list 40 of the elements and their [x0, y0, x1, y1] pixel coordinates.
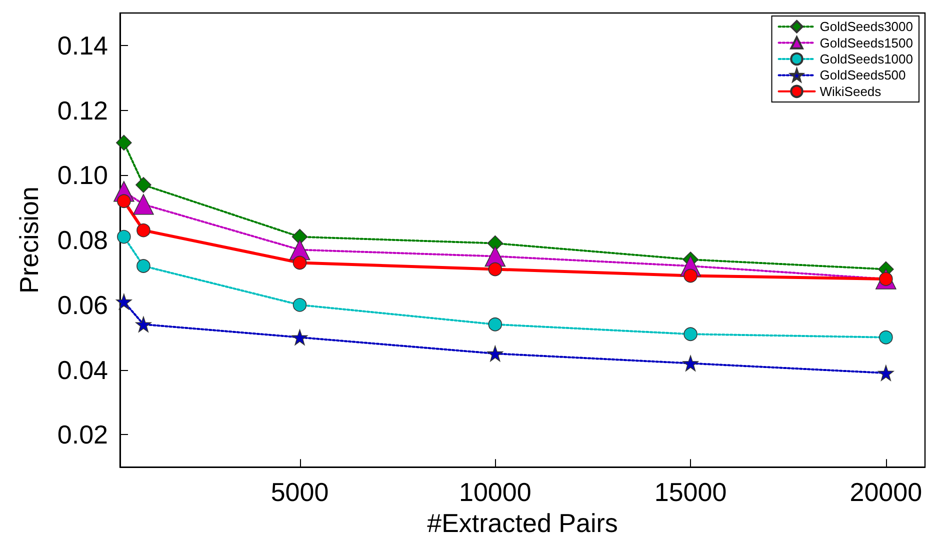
x-axis-title: #Extracted Pairs: [427, 508, 618, 538]
x-tick-label: 15000: [654, 477, 727, 508]
legend-label: GoldSeeds3000: [820, 19, 914, 34]
point: [136, 177, 152, 193]
point: [136, 316, 152, 332]
point: [488, 317, 502, 332]
y-tick-label: 0.14: [57, 30, 108, 60]
point: [487, 346, 504, 362]
point: [684, 327, 698, 342]
point: [136, 259, 150, 273]
point: [292, 256, 307, 270]
point: [292, 228, 308, 245]
legend-label: GoldSeeds1500: [820, 35, 914, 50]
legend-label: GoldSeeds1000: [820, 52, 914, 66]
point: [292, 329, 308, 346]
point: [136, 223, 150, 238]
y-tick-label: 0.08: [57, 225, 108, 256]
point: [487, 235, 504, 252]
legend-label: WikiSeeds: [820, 84, 882, 99]
y-tick-label: 0.02: [57, 420, 108, 450]
point: [117, 230, 131, 244]
x-tick-label: 5000: [270, 477, 329, 508]
x-tick-label: 10000: [458, 477, 532, 508]
point: [682, 355, 698, 372]
legend-label: GoldSeeds500: [820, 68, 906, 83]
y-tick-label: 0.10: [57, 160, 108, 190]
point: [879, 330, 893, 344]
point: [133, 194, 154, 215]
point: [684, 268, 698, 283]
y-axis-title: Precision: [14, 186, 44, 294]
y-tick-label: 0.06: [57, 290, 108, 320]
point: [292, 298, 307, 312]
point: [488, 262, 502, 276]
y-tick-label: 0.12: [57, 95, 108, 126]
x-tick-label: 20000: [850, 477, 922, 508]
point: [116, 294, 132, 310]
point: [878, 365, 894, 381]
y-tick-label: 0.04: [57, 354, 108, 385]
point: [116, 134, 132, 151]
point: [117, 194, 131, 208]
